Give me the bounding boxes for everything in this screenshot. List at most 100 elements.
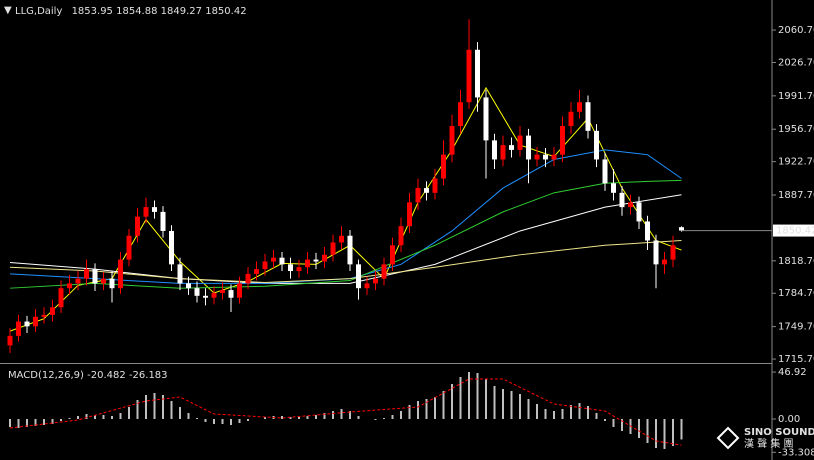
candle-body: [492, 140, 497, 160]
candle-body: [118, 259, 123, 289]
header-low: 1849.27: [161, 6, 202, 17]
header-open: 1853.95: [72, 6, 113, 17]
y-tick-label: 2060.70: [778, 25, 814, 36]
candle-body: [577, 102, 582, 112]
candle-body: [526, 135, 531, 160]
candle-body: [585, 102, 591, 131]
candle-body: [220, 290, 225, 293]
candle-body: [271, 257, 276, 262]
candle-body: [135, 216, 140, 236]
y-tick-label: 1887.70: [778, 190, 814, 201]
candle-body: [636, 202, 642, 222]
logo: SINO SOUND 漢 聲 集 團: [716, 426, 814, 450]
candle-body: [449, 126, 455, 155]
header-close: 1850.42: [205, 6, 246, 17]
menu-arrow[interactable]: ▼: [4, 5, 12, 16]
y-tick-label: 0.00: [778, 414, 800, 425]
candle-body: [84, 269, 89, 279]
candle-body: [611, 183, 616, 193]
candle-body: [347, 235, 353, 265]
moving-average: [9, 149, 682, 284]
candle-body: [628, 202, 633, 208]
current-price-box: [773, 224, 814, 237]
candle-body: [7, 335, 13, 346]
candle-body: [364, 283, 370, 289]
y-tick-label: 46.92: [778, 367, 807, 378]
macd-name: MACD(12,26,9): [8, 370, 84, 381]
y-tick-label: 2026.70: [778, 57, 814, 68]
candle-body: [458, 102, 463, 127]
candle-body: [169, 230, 174, 265]
candle-body: [75, 278, 81, 284]
candle-body: [432, 178, 438, 193]
candle-body: [441, 154, 446, 179]
candle-body: [109, 278, 115, 289]
candle-body: [466, 49, 472, 103]
candle-body: [126, 235, 132, 260]
candle-body: [203, 295, 208, 298]
candle-body: [322, 254, 327, 262]
candle-body: [517, 135, 523, 150]
candle-body: [534, 154, 540, 160]
candle-body: [92, 269, 98, 284]
y-tick-label: 1922.70: [778, 157, 814, 168]
candle-body: [254, 269, 259, 274]
candle-body: [33, 316, 38, 327]
candle-body: [381, 264, 387, 279]
candle-body: [602, 159, 608, 184]
chart-header: LLG,Daily 1853.95 1854.88 1849.27 1850.4…: [15, 6, 247, 17]
candle-body: [483, 97, 489, 141]
candle-body: [568, 111, 574, 127]
candle-body: [237, 283, 242, 298]
candle-body: [228, 290, 234, 298]
macd-value: -20.482: [87, 370, 126, 381]
candle-body: [262, 261, 268, 270]
candle-body: [50, 307, 55, 315]
candle-body: [186, 283, 191, 289]
candle-body: [313, 259, 319, 262]
header-high: 1854.88: [116, 6, 157, 17]
candle-body: [415, 188, 421, 203]
candle-body: [143, 207, 149, 217]
candle-body: [279, 257, 285, 265]
candle-body: [424, 188, 429, 193]
candle-body: [288, 264, 293, 272]
candle-body: [339, 235, 344, 243]
candle-body: [24, 321, 30, 327]
candle-body: [305, 259, 310, 268]
y-tick-label: 1818.70: [778, 256, 814, 267]
candle-body: [67, 283, 72, 289]
candle-body: [560, 126, 565, 155]
candle-body: [101, 278, 106, 284]
candle-body: [475, 49, 480, 98]
candle-body: [160, 211, 166, 231]
logo-icon: [716, 426, 740, 450]
candle-body: [390, 245, 395, 265]
candle-body: [653, 240, 659, 265]
y-tick-label: 1715.70: [778, 354, 814, 365]
y-tick-label: -33.308: [778, 447, 814, 458]
macd-header: MACD(12,26,9) -20.482 -26.183: [8, 370, 168, 381]
moving-average: [9, 194, 682, 284]
candle-body: [594, 130, 599, 160]
y-tick-label: 1991.70: [778, 91, 814, 102]
candle-body: [509, 145, 514, 150]
candle-body: [177, 264, 183, 284]
candle-body: [551, 154, 557, 160]
candle-body: [356, 264, 361, 289]
candle-body: [330, 242, 336, 255]
candle-body: [16, 321, 21, 336]
candle-body: [58, 288, 64, 308]
candle-body: [407, 202, 412, 227]
logo-text: SINO SOUND: [744, 427, 814, 438]
y-tick-label: 1784.70: [778, 288, 814, 299]
candle-body: [670, 245, 676, 260]
signal-value: -26.183: [129, 370, 168, 381]
signal-line: [9, 378, 682, 446]
candle-body: [245, 273, 251, 284]
candle-body: [296, 267, 302, 272]
y-tick-label: 1956.70: [778, 124, 814, 135]
y-tick-label: 1749.70: [778, 322, 814, 333]
